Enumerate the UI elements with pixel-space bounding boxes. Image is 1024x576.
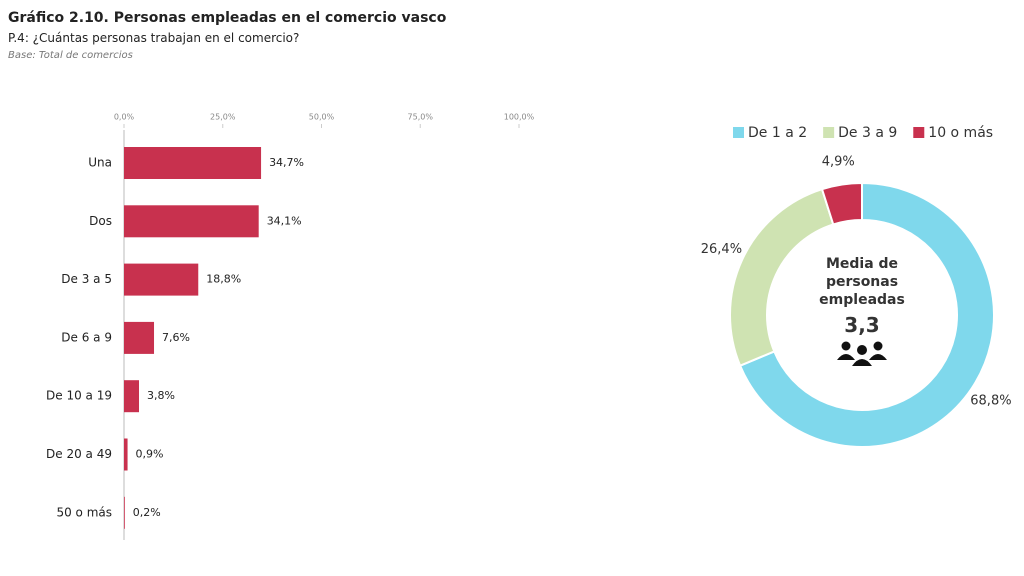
x-tick-label: 75,0% [408,113,434,122]
center-label: Media de personas empleadas [819,256,905,308]
legend-swatch [823,127,835,138]
value-label: 0,9% [136,448,164,461]
category-label: Dos [89,214,112,228]
bar [124,321,155,354]
donut-slice [738,181,995,448]
category-label: De 6 a 9 [61,330,112,344]
category-label: 50 o más [56,505,112,519]
legend-label: De 3 a 9 [838,125,897,141]
value-label: 34,1% [267,214,302,227]
value-label: 26,4% [701,242,742,257]
people-icon [837,341,887,366]
bar [124,147,262,179]
donut-slice [820,181,863,226]
x-tick-label: 100,0% [504,113,535,122]
value-label: 18,8% [206,273,241,286]
x-tick-label: 25,0% [210,113,236,122]
value-label: 68,8% [970,394,1011,409]
legend-swatch [733,127,744,138]
bar [124,438,128,471]
legend-label: De 1 a 2 [748,125,807,141]
x-tick-label: 0,0% [114,113,135,122]
category-label: De 10 a 19 [46,389,112,403]
title: Gráfico 2.10. Personas empleadas en el c… [8,10,447,26]
value-label: 3,8% [147,389,175,402]
category-label: De 20 a 49 [46,447,112,461]
value-label: 34,7% [269,156,304,169]
subtitle: P.4: ¿Cuántas personas trabajan en el co… [8,31,300,45]
legend-label: 10 o más [928,125,993,141]
category-label: Una [88,156,112,170]
category-label: De 3 a 5 [61,272,112,286]
bar [124,263,199,296]
legend-swatch [913,127,925,138]
center-value: 3,3 [844,313,880,337]
bar [124,496,125,529]
value-label: 7,6% [162,331,190,344]
x-tick-label: 50,0% [309,113,335,122]
bar [124,205,259,238]
value-label: 4,9% [822,154,855,169]
bar [124,380,140,413]
value-label: 0,2% [133,506,161,519]
base-note: Base: Total de comercios [8,50,133,61]
